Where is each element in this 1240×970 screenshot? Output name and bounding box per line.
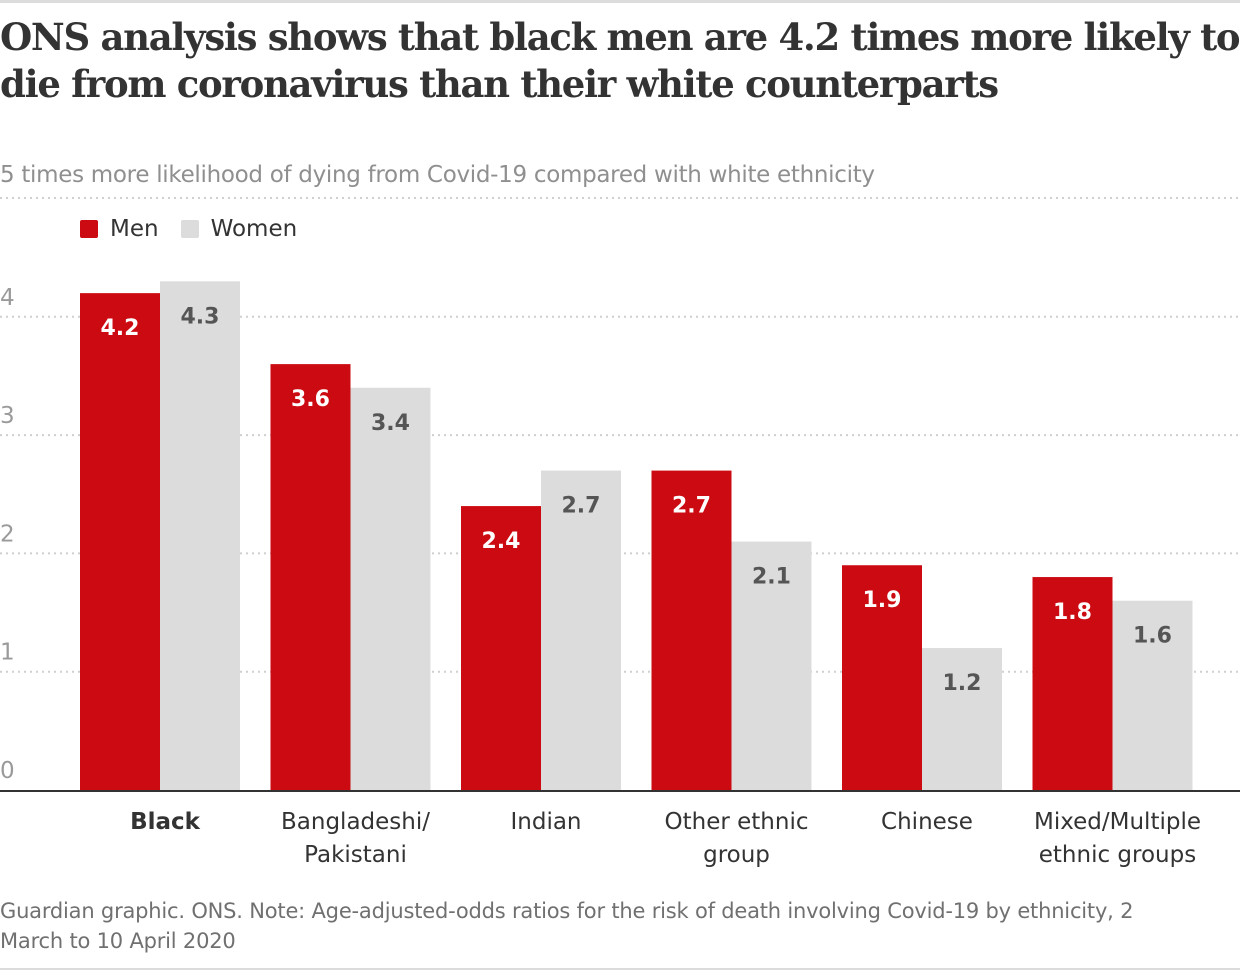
data-label-men: 2.4	[482, 529, 521, 554]
top-rule	[0, 0, 1240, 3]
bar-men	[461, 506, 541, 790]
x-tick-label: Bangladeshi/	[281, 809, 430, 835]
x-tick-label: Mixed/Multiple	[1034, 809, 1201, 835]
bar-women	[1112, 600, 1193, 790]
data-label-men: 4.2	[101, 316, 140, 341]
bar-women	[160, 281, 240, 790]
legend-swatch-men	[80, 220, 98, 238]
bottom-rule	[0, 968, 1240, 970]
bar-men	[651, 470, 732, 790]
chart-subtitle: 5 times more likelihood of dying from Co…	[0, 162, 875, 188]
data-label-women: 2.1	[752, 565, 791, 590]
x-tick-label: group	[703, 842, 770, 868]
data-label-women: 2.7	[562, 494, 601, 519]
data-label-men: 2.7	[672, 494, 711, 519]
source-note: Guardian graphic. ONS. Note: Age-adjuste…	[0, 899, 1134, 953]
x-tick-label: Pakistani	[304, 842, 407, 868]
data-label-women: 1.2	[943, 671, 982, 696]
data-label-women: 1.6	[1133, 624, 1172, 649]
y-tick-label: 4	[0, 285, 15, 311]
legend: Men Women	[80, 216, 319, 242]
data-label-men: 1.9	[863, 588, 902, 613]
chart-title: ONS analysis shows that black men are 4.…	[0, 15, 1240, 106]
data-label-men: 3.6	[291, 387, 330, 412]
bar-women	[541, 470, 621, 790]
legend-swatch-women	[180, 220, 199, 238]
legend-item-women: Women	[180, 216, 298, 242]
y-tick-label: 0	[0, 758, 15, 784]
y-tick-label: 2	[0, 521, 15, 547]
bar-women	[731, 541, 812, 790]
x-tick-label: Black	[130, 809, 201, 835]
bar-men	[1032, 577, 1113, 790]
x-tick-label: ethnic groups	[1039, 842, 1196, 868]
data-label-men: 1.8	[1053, 600, 1092, 625]
y-tick-label: 1	[0, 640, 15, 666]
legend-label-men: Men	[110, 216, 159, 242]
x-tick-label: Chinese	[881, 809, 973, 835]
bar-women	[922, 648, 1002, 790]
data-label-women: 3.4	[371, 411, 410, 436]
bar-men	[842, 565, 922, 790]
y-tick-label: 3	[0, 403, 15, 429]
legend-label-women: Women	[210, 216, 298, 242]
bar-women	[350, 387, 431, 790]
bar-men	[80, 293, 160, 790]
legend-item-men: Men	[80, 216, 159, 242]
x-tick-label: Other ethnic	[665, 809, 809, 835]
x-tick-label: Indian	[510, 809, 581, 835]
bar-men	[270, 364, 351, 790]
data-label-women: 4.3	[181, 304, 220, 329]
